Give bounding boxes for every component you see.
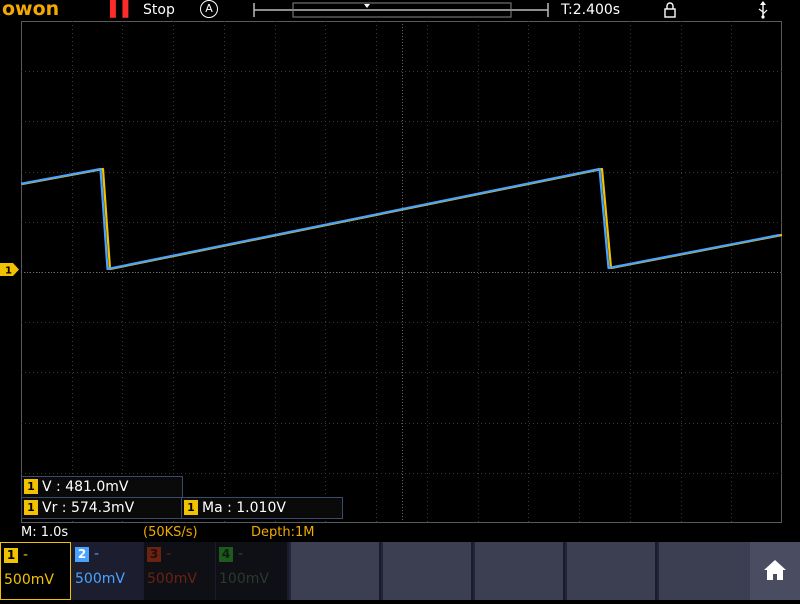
home-button[interactable]: [750, 542, 800, 600]
ch3-coupling: -: [166, 546, 172, 562]
ch1-badge: 1: [24, 478, 38, 494]
softkey-3[interactable]: [473, 542, 563, 600]
ch4-scale: 100mV: [219, 571, 269, 587]
ch1-box[interactable]: 1 - 500mV: [0, 542, 71, 600]
measurement-vrms: 1 Vr : 574.3mV: [21, 497, 183, 519]
ch2-waveform: [21, 167, 780, 271]
measurement-label: Ma : 1.010V: [202, 500, 286, 516]
measurement-label: V : 481.0mV: [42, 479, 129, 495]
trigger-time-readout: T:2.400s: [561, 2, 621, 18]
ch1-offset-marker[interactable]: 1: [0, 263, 20, 276]
ch4-coupling: -: [238, 546, 244, 562]
ch1-badge: 1: [184, 499, 198, 515]
top-status-bar: owon ▌▌ Stop A T:2.400s: [0, 0, 800, 20]
ch1-coupling: -: [23, 547, 29, 563]
ch2-coupling: -: [94, 546, 100, 562]
trigger-auto-icon: A: [200, 0, 218, 18]
lock-icon: [664, 2, 676, 18]
ch3-box[interactable]: 3 - 500mV: [144, 542, 215, 600]
sample-rate-readout: (50KS/s): [143, 525, 198, 540]
ch2-scale: 500mV: [75, 571, 125, 587]
softkey-1[interactable]: [289, 542, 379, 600]
ch4-number: 4: [219, 547, 233, 562]
owon-logo: owon: [2, 0, 60, 20]
svg-text:1: 1: [5, 266, 12, 277]
ch3-number: 3: [147, 547, 161, 562]
ch2-box[interactable]: 2 - 500mV: [72, 542, 143, 600]
ch1-badge: 1: [24, 499, 38, 515]
channel-softkey-bar: 1 - 500mV 2 - 500mV 3 - 500mV 4 - 100mV: [0, 542, 800, 600]
ch1-number: 1: [4, 548, 18, 563]
ch4-box[interactable]: 4 - 100mV: [216, 542, 287, 600]
pause-icon[interactable]: ▌▌: [110, 0, 136, 18]
softkey-4[interactable]: [565, 542, 655, 600]
timebase-position-bar[interactable]: [253, 2, 549, 18]
waveform-display[interactable]: [21, 21, 782, 523]
ch2-number: 2: [75, 547, 89, 562]
memory-depth-readout: Depth:1M: [251, 525, 315, 540]
ch3-scale: 500mV: [147, 571, 197, 587]
softkey-2[interactable]: [381, 542, 471, 600]
measurement-vmax: 1 Ma : 1.010V: [181, 497, 343, 519]
home-icon: [764, 560, 786, 580]
measurement-label: Vr : 574.3mV: [42, 500, 135, 516]
softkey-5[interactable]: [657, 542, 750, 600]
ch1-scale: 500mV: [4, 572, 54, 588]
timebase-readout: M: 1.0s: [21, 525, 69, 540]
run-status-text: Stop: [143, 2, 175, 18]
usb-icon: [758, 1, 768, 19]
graticule: [21, 21, 782, 523]
acquisition-status-line: M: 1.0s (50KS/s) Depth:1M: [0, 524, 800, 542]
